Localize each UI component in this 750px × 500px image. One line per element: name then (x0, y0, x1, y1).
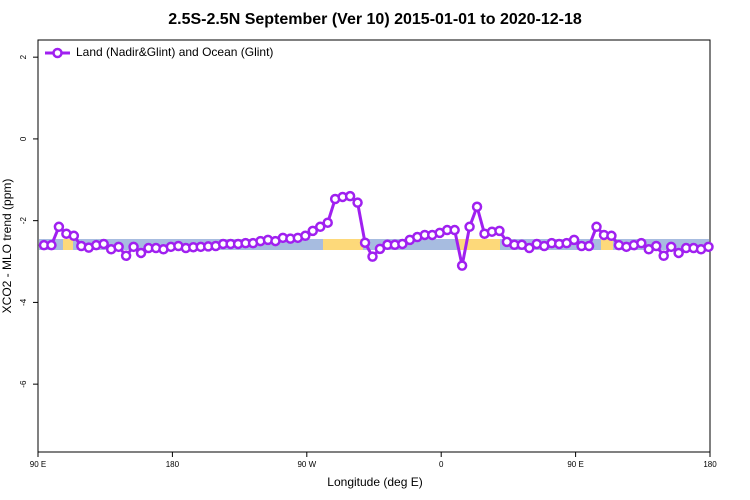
data-point (322, 217, 333, 228)
data-point (352, 197, 363, 208)
data-point (568, 234, 580, 246)
x-tick-label: 90 E (30, 460, 46, 469)
data-point (300, 230, 311, 242)
data-point (650, 240, 662, 252)
data-point (98, 238, 109, 250)
band-land (457, 239, 500, 250)
data-point (68, 230, 80, 242)
y-tick-label: -6 (19, 380, 28, 388)
data-point (397, 238, 408, 250)
y-tick-label: 0 (19, 136, 28, 141)
data-point (464, 221, 475, 233)
data-point (591, 221, 602, 233)
y-tick-label: -2 (19, 217, 28, 225)
data-point (53, 221, 65, 233)
data-point (374, 243, 386, 255)
y-tick-label: -4 (19, 298, 28, 306)
data-point (135, 247, 147, 259)
data-point (113, 241, 124, 253)
data-point (494, 225, 505, 237)
y-tick-label: 2 (19, 54, 28, 59)
x-tick-label: 0 (439, 460, 444, 469)
data-point (665, 241, 677, 253)
legend-marker (52, 47, 63, 59)
data-point (314, 221, 326, 233)
data-point (359, 237, 371, 248)
chart-title: 2.5S-2.5N September (Ver 10) 2015-01-01 … (168, 11, 582, 28)
y-axis-label: XCO2 - MLO trend (ppm) (0, 179, 14, 314)
x-axis-label: Longitude (deg E) (327, 475, 422, 489)
data-point (703, 241, 714, 253)
data-point (367, 251, 378, 262)
data-point (658, 250, 669, 262)
data-point (449, 224, 460, 236)
data-point (673, 247, 684, 259)
x-tick-label: 180 (166, 460, 180, 469)
surface-band (39, 239, 709, 250)
band-land (601, 239, 613, 250)
band-ocean (39, 239, 709, 250)
band-land (323, 239, 363, 250)
data-point (524, 242, 535, 254)
data-point (471, 201, 483, 213)
x-tick-label: 90 E (567, 460, 583, 469)
data-point (606, 230, 617, 242)
data-point (307, 225, 319, 237)
data-point (583, 240, 595, 252)
x-tick-label: 180 (703, 460, 717, 469)
data-point (344, 190, 356, 202)
data-point (456, 260, 468, 271)
legend-label: Land (Nadir&Glint) and Ocean (Glint) (76, 45, 273, 59)
band-land (63, 239, 73, 250)
data-point (636, 237, 647, 249)
data-point (120, 250, 132, 262)
data-point (128, 241, 139, 253)
data-point (46, 239, 57, 251)
x-tick-label: 90 W (297, 460, 316, 469)
